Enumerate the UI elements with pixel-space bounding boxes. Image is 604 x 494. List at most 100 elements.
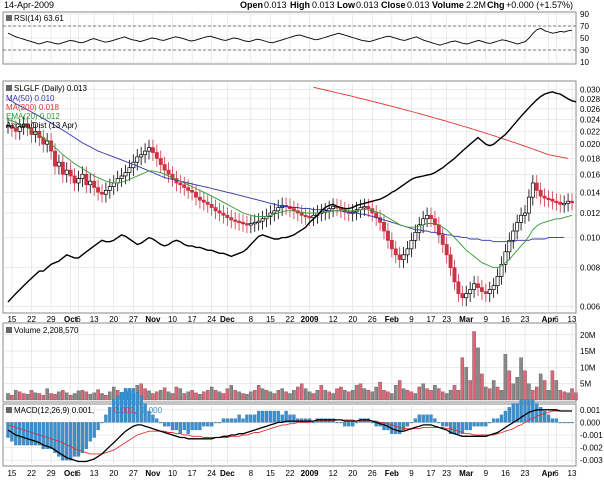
macd-hist-bar xyxy=(421,414,425,423)
candle-body xyxy=(147,147,151,152)
macd-hist-bar xyxy=(57,422,61,457)
x-tick-label: Dec xyxy=(220,315,235,324)
volume-bar xyxy=(41,394,46,401)
volume-bar xyxy=(417,386,421,401)
price-y-tick: 0.026 xyxy=(580,105,601,114)
macd-hist-bar xyxy=(437,422,441,424)
volume-bar xyxy=(92,392,96,401)
macd-series xyxy=(6,388,574,463)
volume-bar xyxy=(397,380,402,401)
macd-hist-bar xyxy=(76,422,81,457)
volume-bar xyxy=(182,393,186,401)
volume-bar xyxy=(421,383,425,401)
x-tick-label: Nov xyxy=(145,315,161,324)
volume-bar xyxy=(104,394,108,401)
volume-bar xyxy=(72,393,77,401)
candle-body xyxy=(303,214,308,218)
macd-hist-bar xyxy=(445,422,449,427)
macd-hist-bar xyxy=(249,414,253,423)
macd-hist-bar xyxy=(143,403,147,423)
candle-body xyxy=(233,219,238,222)
volume-bar xyxy=(288,393,292,401)
candle-body xyxy=(499,263,504,277)
macd-hist-bar xyxy=(550,418,555,423)
volume-bar xyxy=(29,390,34,401)
candle-body xyxy=(256,220,261,223)
candle-body xyxy=(182,184,187,188)
accum-dist-line xyxy=(7,91,577,303)
macd-hist-bar xyxy=(123,388,128,423)
volume-bar xyxy=(350,390,355,401)
x-tick-label: 10 xyxy=(168,315,177,324)
macd-legend-signal: 0.001, xyxy=(114,406,136,415)
candle-body xyxy=(307,216,312,219)
price-panel-frame xyxy=(2,80,577,314)
candle-body xyxy=(221,212,226,216)
macd-hist-bar xyxy=(163,422,167,427)
volume-bar xyxy=(382,390,386,401)
macd-hist-bar xyxy=(221,418,226,423)
candle-body xyxy=(127,167,132,173)
candle-body xyxy=(201,199,206,203)
macd-hist-bar xyxy=(519,399,523,423)
volume-bar xyxy=(346,391,351,401)
macd-hist-bar xyxy=(116,395,120,423)
candle-body xyxy=(92,180,97,188)
macd-hist-bar xyxy=(335,422,339,424)
rsi-series xyxy=(7,27,573,46)
x-tick-label: 17 xyxy=(188,469,197,478)
macd-hist-bar xyxy=(492,418,496,423)
volume-bar xyxy=(229,385,233,401)
x-tick-label: 6 xyxy=(76,315,81,324)
candle-body xyxy=(68,169,73,177)
volume-bar xyxy=(170,393,175,401)
macd-hist-bar xyxy=(206,422,210,427)
candle-body xyxy=(197,196,202,201)
x-tick-label: 27 xyxy=(129,315,138,324)
macd-hist-bar xyxy=(131,388,135,423)
candle-body xyxy=(440,234,445,245)
low-label: Low xyxy=(337,0,356,10)
candle-body xyxy=(154,152,159,159)
x-tick-label: 13 xyxy=(568,315,577,324)
candle-body xyxy=(53,150,57,167)
candle-body xyxy=(72,175,77,184)
macd-hist-bar xyxy=(186,422,190,434)
price-y-tick: 0.008 xyxy=(580,264,601,273)
candle-body xyxy=(209,203,214,208)
x-tick-label: Feb xyxy=(385,315,399,324)
x-tick-label: Apr xyxy=(542,469,556,478)
volume-bar xyxy=(429,390,433,401)
volume-bar xyxy=(96,389,100,401)
candle-body xyxy=(107,186,112,191)
macd-hist-bar xyxy=(288,414,292,423)
x-tick-label: 22 xyxy=(286,315,295,324)
volume-bar xyxy=(570,388,574,401)
volume-bar xyxy=(358,383,363,401)
volume-bar xyxy=(25,393,30,401)
volume-bar xyxy=(268,391,273,401)
macd-hist-bar xyxy=(425,414,429,423)
macd-hist-bar xyxy=(394,422,398,434)
x-tick-label: 22 xyxy=(27,315,36,324)
legend-ma200: MA(200) 0.018 xyxy=(6,103,59,112)
x-tick-label: Nov xyxy=(145,469,161,478)
volume-bar xyxy=(331,393,335,401)
price-y-tick: 0.030 xyxy=(580,86,601,95)
volume-bar xyxy=(354,385,359,401)
close-label: Close xyxy=(381,0,406,10)
volume-bar xyxy=(472,331,476,401)
price-y-tick: 0.016 xyxy=(580,170,601,179)
x-tick-label: 13 xyxy=(90,469,99,478)
x-tick-label: Dec xyxy=(220,469,235,478)
volume-bar xyxy=(303,388,308,401)
x-tick-label: 9 xyxy=(484,315,489,324)
volume-bar xyxy=(237,391,241,401)
volume-bar xyxy=(495,386,500,401)
macd-hist-bar xyxy=(499,414,504,423)
volume-bar xyxy=(272,393,277,401)
volume-bar xyxy=(84,391,89,401)
x-tick-label: 16 xyxy=(501,315,510,324)
volume-bar xyxy=(21,393,26,401)
price-y-tick: 0.028 xyxy=(580,95,601,104)
